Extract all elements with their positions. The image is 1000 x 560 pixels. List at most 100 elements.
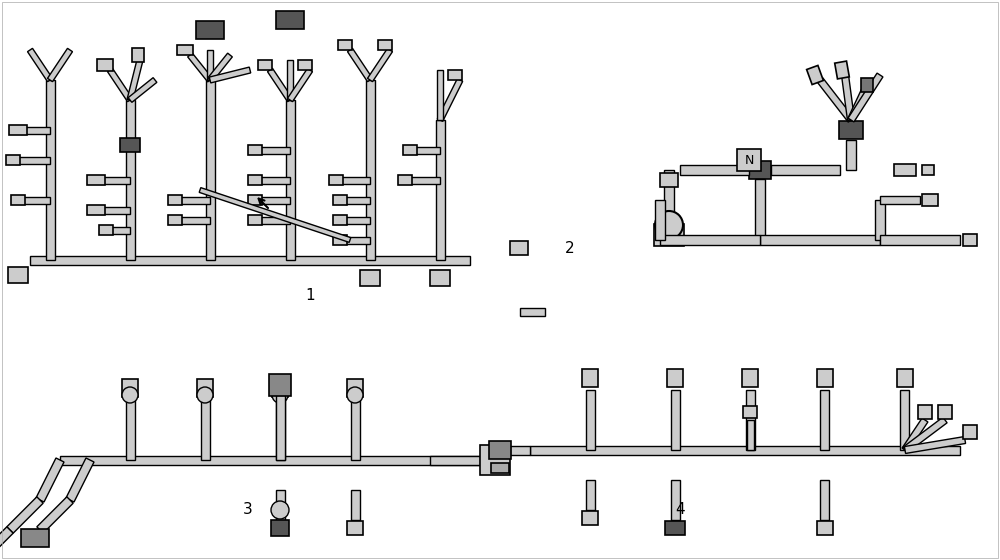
Polygon shape (268, 68, 292, 102)
Bar (132, 48, 144, 62)
Polygon shape (746, 420, 754, 450)
Polygon shape (60, 455, 480, 464)
Polygon shape (180, 217, 210, 223)
Polygon shape (415, 147, 440, 153)
Polygon shape (276, 400, 285, 460)
Polygon shape (430, 455, 480, 464)
Bar (807, 66, 823, 85)
Bar (97, 59, 113, 71)
Polygon shape (904, 437, 966, 454)
Bar (897, 369, 913, 387)
Bar (347, 521, 363, 535)
Polygon shape (208, 53, 232, 82)
Polygon shape (510, 446, 530, 455)
Polygon shape (345, 197, 370, 203)
Bar (9, 125, 27, 135)
Polygon shape (848, 88, 868, 122)
Polygon shape (670, 480, 680, 520)
Polygon shape (351, 490, 360, 520)
Circle shape (347, 387, 363, 403)
Polygon shape (410, 176, 440, 184)
Bar (894, 164, 916, 176)
Polygon shape (345, 236, 370, 244)
Bar (480, 445, 510, 475)
Polygon shape (20, 127, 50, 133)
Circle shape (655, 211, 683, 239)
Bar (403, 145, 417, 155)
Polygon shape (746, 390, 755, 450)
Polygon shape (28, 48, 52, 82)
Polygon shape (340, 176, 370, 184)
Polygon shape (20, 197, 50, 203)
Polygon shape (126, 100, 135, 260)
Polygon shape (46, 80, 55, 260)
Bar (861, 78, 873, 92)
Polygon shape (260, 217, 290, 223)
Bar (510, 241, 528, 255)
Bar (6, 155, 20, 165)
Polygon shape (900, 390, 909, 450)
Polygon shape (37, 497, 73, 533)
Polygon shape (260, 197, 290, 203)
Bar (737, 149, 761, 171)
Bar (248, 215, 262, 225)
Bar (8, 267, 28, 283)
Bar (490, 446, 510, 458)
Bar (271, 520, 289, 536)
Polygon shape (48, 48, 72, 82)
Text: 3: 3 (243, 502, 253, 517)
Bar (963, 425, 977, 439)
Bar (665, 521, 685, 535)
Polygon shape (755, 179, 765, 240)
Polygon shape (771, 165, 840, 175)
Polygon shape (903, 417, 947, 453)
Bar (489, 441, 511, 459)
Polygon shape (100, 176, 130, 184)
Bar (99, 225, 113, 235)
Polygon shape (820, 480, 829, 520)
Polygon shape (586, 390, 594, 450)
Polygon shape (36, 458, 64, 502)
Polygon shape (875, 200, 885, 240)
Bar (333, 235, 347, 245)
Text: 1: 1 (305, 287, 315, 302)
Polygon shape (15, 156, 50, 164)
Bar (338, 40, 352, 50)
Polygon shape (842, 74, 854, 120)
Polygon shape (260, 147, 290, 153)
Bar (248, 195, 262, 205)
Polygon shape (437, 70, 443, 120)
Text: N: N (744, 153, 754, 166)
Bar (749, 161, 771, 179)
Polygon shape (110, 226, 130, 234)
Bar (963, 234, 977, 246)
Bar (122, 379, 138, 397)
Bar (272, 379, 288, 397)
Bar (276, 11, 304, 29)
Bar (329, 175, 343, 185)
Polygon shape (670, 390, 680, 450)
Bar (258, 60, 272, 70)
Polygon shape (180, 197, 210, 203)
Bar (667, 369, 683, 387)
Bar (839, 121, 863, 139)
Bar (248, 145, 262, 155)
Bar (582, 369, 598, 387)
Polygon shape (276, 395, 285, 460)
Polygon shape (126, 400, 135, 460)
Polygon shape (100, 207, 130, 213)
Bar (918, 405, 932, 419)
Polygon shape (108, 68, 132, 102)
Polygon shape (760, 235, 880, 245)
Bar (168, 195, 182, 205)
Polygon shape (848, 73, 883, 122)
Bar (922, 165, 934, 175)
Polygon shape (128, 78, 157, 102)
Polygon shape (66, 458, 94, 502)
Polygon shape (530, 446, 960, 455)
Bar (817, 369, 833, 387)
Bar (197, 379, 213, 397)
Bar (298, 60, 312, 70)
Text: 2: 2 (565, 240, 575, 255)
Bar (743, 406, 757, 418)
